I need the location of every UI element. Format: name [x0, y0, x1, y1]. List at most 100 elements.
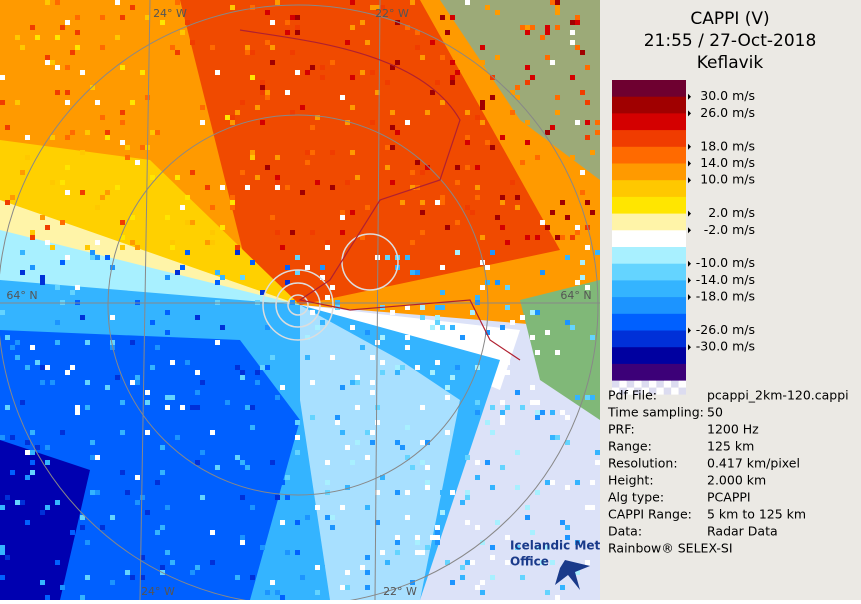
speckle — [455, 365, 460, 370]
info-key: CAPPI Range: — [608, 507, 692, 522]
speckle — [330, 515, 335, 520]
info-value: PCAPPI — [707, 490, 751, 505]
speckle — [120, 245, 125, 250]
speckle — [425, 480, 430, 485]
speckle — [455, 220, 460, 225]
speckle — [205, 185, 210, 190]
speckle — [130, 350, 135, 355]
speckle — [395, 535, 400, 540]
speckle — [395, 550, 400, 555]
speckle — [65, 90, 70, 95]
speckle — [360, 565, 365, 570]
speckle — [575, 570, 580, 575]
legend-nodata — [671, 387, 679, 395]
speckle — [340, 95, 345, 100]
speckle — [575, 225, 580, 230]
speckle — [175, 440, 180, 445]
speckle — [430, 535, 435, 540]
legend-swatch — [612, 180, 686, 198]
logo-text: Office — [510, 555, 549, 569]
speckle — [510, 90, 515, 95]
speckle — [555, 350, 560, 355]
legend-swatch — [612, 263, 686, 281]
speckle — [130, 575, 135, 580]
speckle — [550, 560, 555, 565]
speckle — [255, 175, 260, 180]
speckle — [250, 5, 255, 10]
speckle — [420, 170, 425, 175]
speckle — [430, 90, 435, 95]
speckle — [400, 445, 405, 450]
speckle — [570, 20, 575, 25]
speckle — [105, 255, 110, 260]
speckle — [20, 270, 25, 275]
speckle — [320, 75, 325, 80]
speckle — [270, 45, 275, 50]
speckle — [440, 325, 445, 330]
speckle — [560, 520, 565, 525]
speckle — [195, 105, 200, 110]
speckle — [185, 105, 190, 110]
echo-lightblue — [300, 305, 460, 600]
lon-label: 22° W — [375, 7, 409, 20]
speckle — [160, 20, 165, 25]
speckle — [535, 155, 540, 160]
speckle — [340, 505, 345, 510]
speckle — [320, 565, 325, 570]
speckle — [450, 15, 455, 20]
speckle — [380, 550, 385, 555]
speckle — [150, 320, 155, 325]
legend-label: -30.0 m/s — [696, 339, 755, 354]
speckle — [330, 60, 335, 65]
speckle — [195, 120, 200, 125]
speckle — [15, 340, 20, 345]
speckle — [220, 185, 225, 190]
speckle — [135, 375, 140, 380]
speckle — [195, 315, 200, 320]
speckle — [180, 205, 185, 210]
speckle — [440, 305, 445, 310]
speckle — [555, 110, 560, 115]
speckle — [340, 215, 345, 220]
speckle — [160, 565, 165, 570]
speckle — [470, 385, 475, 390]
speckle — [110, 340, 115, 345]
speckle — [295, 420, 300, 425]
speckle — [395, 540, 400, 545]
speckle — [115, 15, 120, 20]
speckle — [285, 265, 290, 270]
speckle — [345, 485, 350, 490]
info-key: Height: — [608, 473, 654, 488]
speckle — [350, 25, 355, 30]
speckle — [415, 535, 420, 540]
speckle — [100, 415, 105, 420]
speckle — [280, 480, 285, 485]
speckle — [5, 495, 10, 500]
speckle — [90, 455, 95, 460]
speckle — [190, 570, 195, 575]
title-block: CAPPI (V) 21:55 / 27-Oct-2018 Keflavik — [644, 9, 817, 73]
speckle — [530, 75, 535, 80]
speckle — [365, 585, 370, 590]
speckle — [170, 240, 175, 245]
speckle — [90, 85, 95, 90]
speckle — [125, 490, 130, 495]
speckle — [175, 0, 180, 5]
speckle — [40, 365, 45, 370]
speckle — [65, 165, 70, 170]
speckle — [0, 435, 5, 440]
speckle — [240, 535, 245, 540]
speckle — [535, 415, 540, 420]
speckle — [565, 525, 570, 530]
speckle — [30, 470, 35, 475]
speckle — [575, 20, 580, 25]
speckle — [585, 100, 590, 105]
speckle — [170, 560, 175, 565]
speckle — [220, 275, 225, 280]
speckle — [155, 480, 160, 485]
speckle — [535, 545, 540, 550]
speckle — [365, 505, 370, 510]
speckle — [80, 525, 85, 530]
logo-mark — [555, 560, 590, 590]
speckle — [535, 350, 540, 355]
